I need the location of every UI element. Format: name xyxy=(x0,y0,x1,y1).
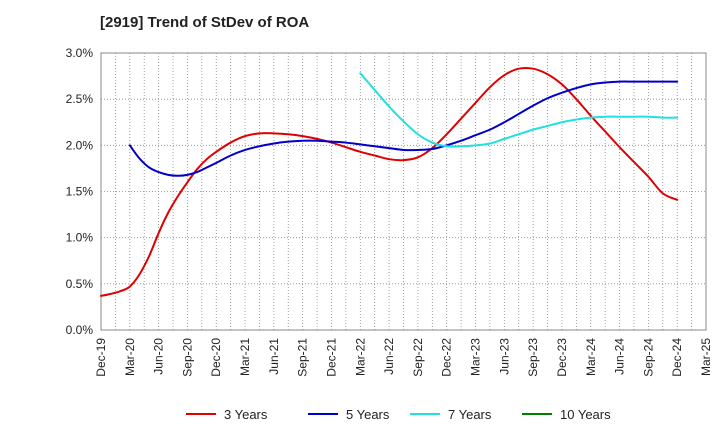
legend-label: 5 Years xyxy=(346,407,390,422)
x-tick-label: Mar-21 xyxy=(238,338,252,376)
legend-label: 3 Years xyxy=(224,407,268,422)
x-tick-label: Mar-23 xyxy=(469,338,483,376)
x-tick-label: Mar-24 xyxy=(584,338,598,376)
legend-label: 7 Years xyxy=(448,407,492,422)
legend: 3 Years 5 Years 7 Years 10 Years xyxy=(186,407,611,422)
x-tick-label: Sep-20 xyxy=(180,338,194,377)
x-tick-label: Mar-20 xyxy=(123,338,137,376)
y-tick-label: 0.0% xyxy=(66,323,94,337)
x-tick-label: Sep-21 xyxy=(296,338,310,377)
y-tick-label: 3.0% xyxy=(66,46,94,60)
x-tick-label: Jun-22 xyxy=(382,338,396,375)
x-tick-label: Jun-21 xyxy=(267,338,281,375)
series-lines xyxy=(100,66,679,297)
y-tick-label: 1.5% xyxy=(66,185,94,199)
x-tick-label: Dec-23 xyxy=(555,338,569,377)
x-tick-label: Jun-23 xyxy=(497,338,511,375)
x-tick-label: Sep-24 xyxy=(641,338,655,377)
grid-horizontal xyxy=(101,98,706,285)
x-tick-label: Jun-20 xyxy=(152,338,166,375)
x-tick-label: Sep-23 xyxy=(526,338,540,377)
y-tick-label: 0.5% xyxy=(66,277,94,291)
legend-label: 10 Years xyxy=(560,407,611,422)
x-tick-label: Mar-25 xyxy=(699,338,713,376)
y-tick-label: 2.0% xyxy=(66,138,94,152)
x-tick-label: Sep-22 xyxy=(411,338,425,377)
x-tick-label: Dec-24 xyxy=(670,338,684,377)
x-tick-label: Jun-24 xyxy=(613,338,627,375)
x-tick-label: Dec-20 xyxy=(209,338,223,377)
chart-title: [2919] Trend of StDev of ROA xyxy=(100,14,310,31)
y-axis-ticks: 0.0% 0.5% 1.0% 1.5% 2.0% 2.5% 3.0% xyxy=(66,46,94,337)
x-axis-ticks: Dec-19 Mar-20 Jun-20 Sep-20 Dec-20 Mar-21 Jun-… xyxy=(94,338,713,377)
series-line-3-years xyxy=(100,66,679,297)
y-tick-label: 1.0% xyxy=(66,231,94,245)
x-tick-label: Mar-22 xyxy=(353,338,367,376)
x-tick-label: Dec-21 xyxy=(324,338,338,377)
y-tick-label: 2.5% xyxy=(66,92,94,106)
series-line-5-years xyxy=(128,80,679,177)
x-tick-label: Dec-22 xyxy=(440,338,454,377)
series-line-7-years xyxy=(359,72,679,148)
x-tick-label: Dec-19 xyxy=(94,338,108,377)
